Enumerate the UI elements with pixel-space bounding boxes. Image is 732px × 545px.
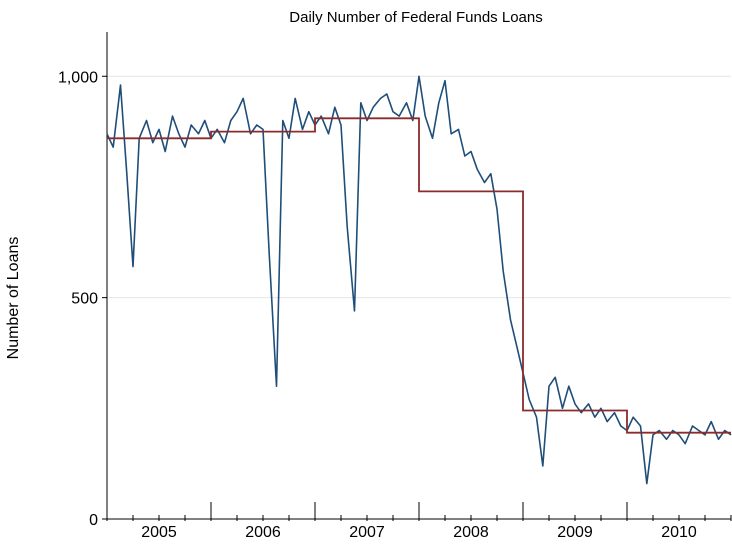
x-tick-label: 2009 xyxy=(557,524,593,541)
y-axis: 0 500 1,000 xyxy=(58,32,108,529)
chart-title: Daily Number of Federal Funds Loans xyxy=(289,9,542,26)
x-tick-label: 2007 xyxy=(349,524,385,541)
series-group xyxy=(106,75,732,485)
y-axis-label: Number of Loans xyxy=(5,237,22,360)
x-axis: 2005 2006 2007 2008 2009 2010 xyxy=(106,502,732,541)
y-tick-label: 500 xyxy=(71,291,98,308)
x-tick-label: 2008 xyxy=(453,524,489,541)
x-tick-label: 2006 xyxy=(245,524,281,541)
x-tick-label: 2005 xyxy=(141,524,177,541)
y-tick-label: 1,000 xyxy=(58,69,98,86)
annual-average-step-line xyxy=(107,117,731,434)
x-tick-label: 2010 xyxy=(661,524,697,541)
y-tick-label: 0 xyxy=(89,512,98,529)
